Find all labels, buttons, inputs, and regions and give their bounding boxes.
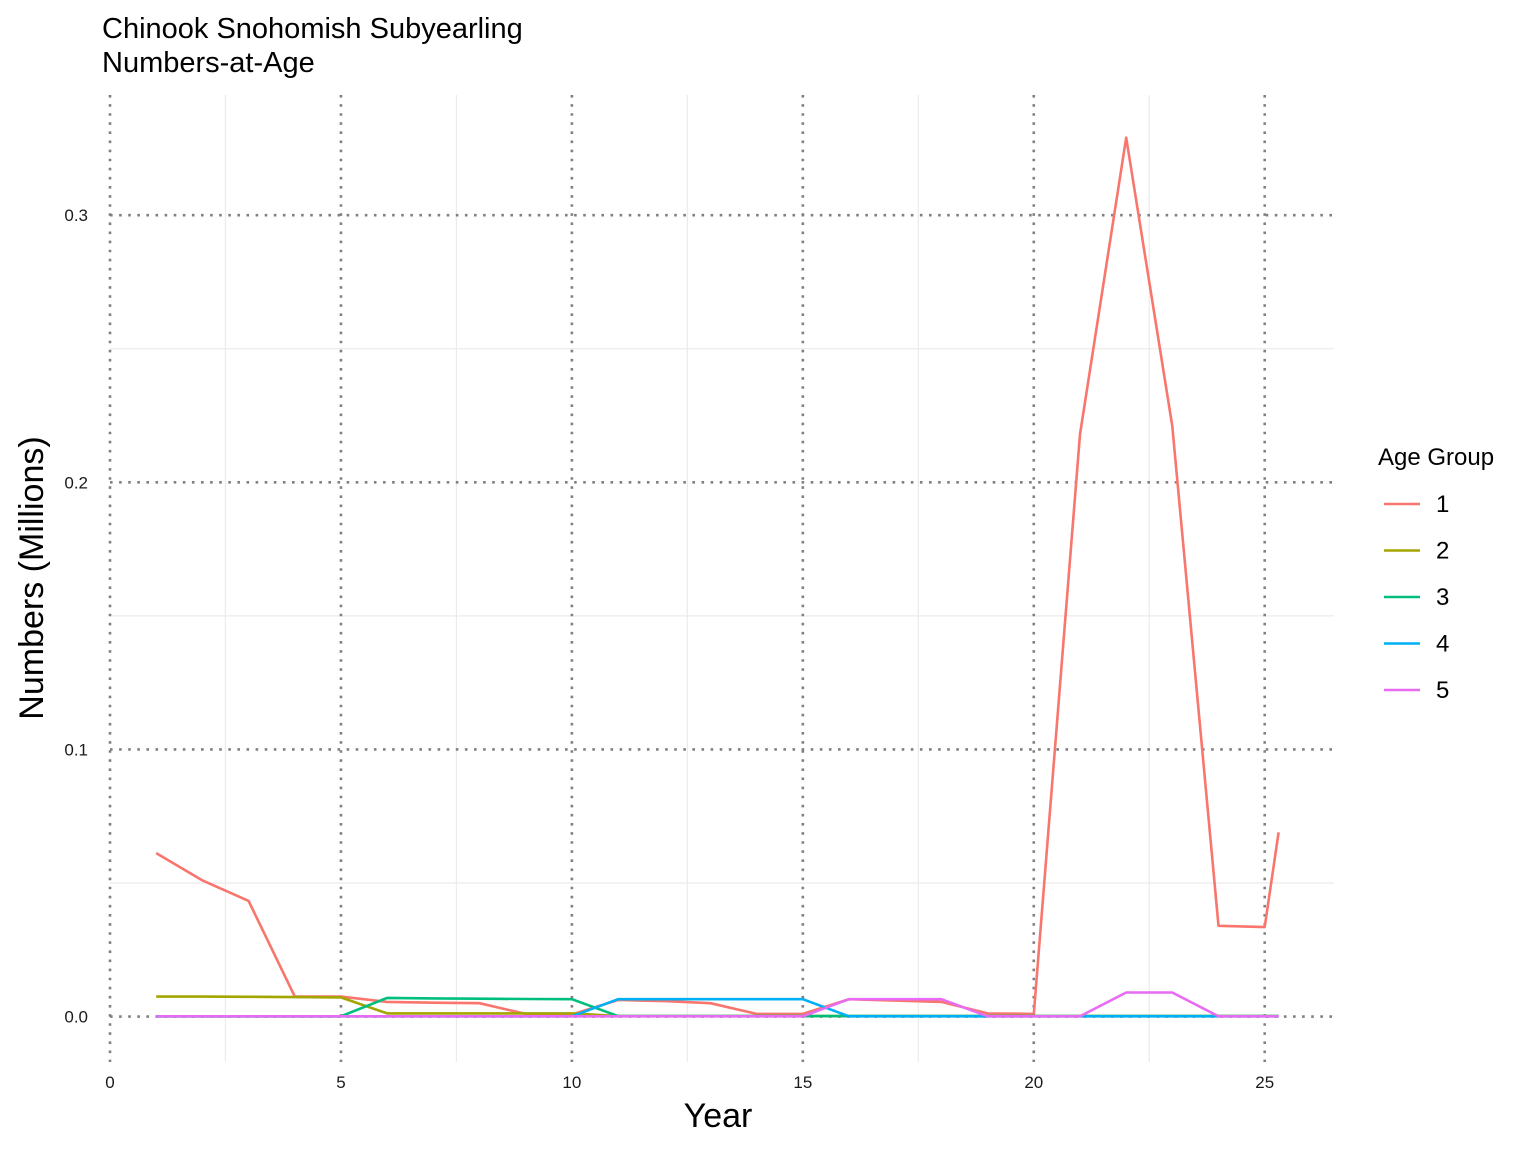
x-axis-title: Year (684, 1097, 753, 1135)
minor-gridlines (110, 95, 1334, 1062)
x-tick-label: 10 (562, 1073, 581, 1092)
y-tick-label: 0.0 (64, 1008, 88, 1027)
y-axis-title: Numbers (Millions) (13, 436, 51, 719)
chart-subtitle: Numbers-at-Age (102, 47, 315, 79)
legend-label-2: 2 (1436, 538, 1449, 565)
series-line-5 (156, 991, 1279, 1018)
legend-label-5: 5 (1436, 677, 1449, 704)
y-axis-ticks: 0.0 0.1 0.2 0.3 (64, 206, 88, 1026)
x-axis-ticks: 0 5 10 15 20 25 (105, 1073, 1274, 1092)
legend-title: Age Group (1378, 444, 1494, 471)
series-lines (155, 136, 1280, 1018)
y-tick-label: 0.2 (64, 473, 88, 492)
x-tick-label: 25 (1255, 1073, 1274, 1092)
legend-label-3: 3 (1436, 584, 1449, 611)
y-tick-label: 0.3 (64, 206, 88, 225)
x-tick-label: 0 (105, 1073, 114, 1092)
legend-label-4: 4 (1436, 631, 1449, 658)
y-tick-label: 0.1 (64, 740, 88, 759)
chart-title: Chinook Snohomish Subyearling (102, 13, 523, 45)
major-gridlines (108, 95, 1334, 1062)
legend: Age Group 1 2 3 4 5 (1378, 444, 1494, 704)
legend-label-1: 1 (1436, 491, 1449, 518)
series-line-1 (155, 136, 1280, 1016)
x-tick-label: 15 (793, 1073, 812, 1092)
x-tick-label: 20 (1024, 1073, 1043, 1092)
x-tick-label: 5 (336, 1073, 345, 1092)
